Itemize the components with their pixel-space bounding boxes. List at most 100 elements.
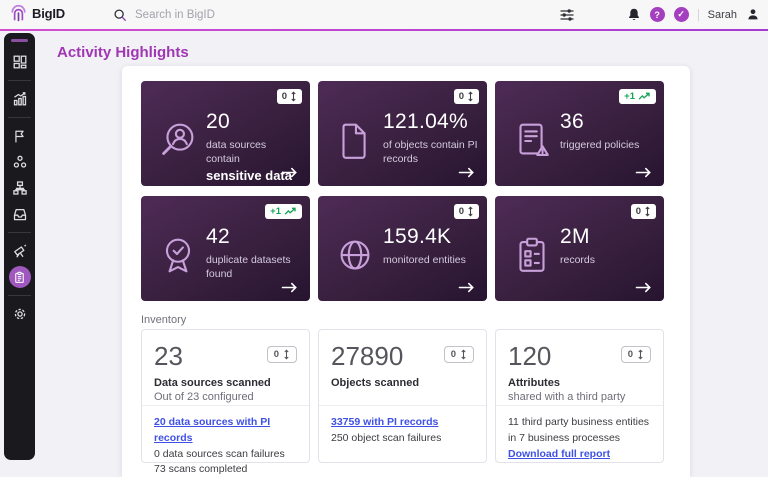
sidebar-divider [8, 117, 31, 118]
search-input[interactable] [135, 8, 515, 21]
inventory-subtitle: Out of 23 configured [154, 391, 254, 403]
metric-text: 42 duplicate datasets found [206, 225, 302, 281]
trend-badge-value: +1 [270, 206, 281, 217]
pi-objects-link[interactable]: 33759 with PI records [331, 416, 439, 428]
updown-arrow-icon [645, 206, 650, 217]
change-badge: 0 [266, 346, 297, 363]
clipboard-icon [15, 271, 24, 283]
flag-icon [15, 130, 24, 142]
gear-icon [14, 308, 25, 320]
sidebar-item-analytics[interactable] [4, 86, 35, 112]
inventory-title: Data sources scanned [154, 377, 271, 389]
stat-line: 73 scans completed [154, 463, 248, 476]
ribbon-check-icon [165, 238, 191, 273]
nav-sidebar [4, 33, 35, 460]
highlight-card-triggered-policies[interactable]: +1 36 triggered policies [495, 81, 664, 186]
updown-arrow-icon [638, 349, 643, 360]
header-accent-line [0, 29, 768, 31]
stat-line: 11 third party business entities in 7 bu… [508, 416, 650, 444]
metric-desc: duplicate datasets found [206, 254, 291, 281]
updown-arrow-icon [461, 349, 466, 360]
inventory-value: 27890 [331, 341, 404, 371]
sidebar-divider [8, 295, 31, 296]
sidebar-item-reports-active[interactable] [4, 264, 35, 290]
updown-arrow-icon [291, 91, 296, 102]
arrow-right-icon[interactable] [281, 282, 298, 293]
updown-arrow-icon [284, 349, 289, 360]
highlight-card-monitored-entities[interactable]: 0 159.4K monitored entities [318, 196, 487, 301]
bigid-logo[interactable]: BigID [10, 4, 65, 23]
analytics-icon [13, 92, 26, 106]
trend-badge: 0 [453, 204, 479, 219]
arrow-right-icon[interactable] [281, 167, 298, 178]
arrow-right-icon[interactable] [635, 167, 652, 178]
metric-value: 121.04% [383, 110, 469, 133]
sidebar-divider [8, 80, 31, 81]
globe-icon [340, 240, 370, 270]
inventory-card-objects: 27890 0 Objects scanned 33759 with PI re… [318, 329, 487, 463]
trend-badge: +1 [619, 89, 656, 104]
notifications-bell-icon[interactable] [627, 7, 641, 22]
metric-text: 2M records [560, 225, 656, 267]
sidebar-divider [8, 232, 31, 233]
metric-text: 36 triggered policies [560, 110, 656, 152]
metric-value: 159.4K [383, 225, 452, 248]
updown-arrow-icon [468, 206, 473, 217]
download-report-link[interactable]: Download full report [508, 447, 611, 460]
inventory-card-data-sources: 23 0 Data sources scanned Out of 23 conf… [141, 329, 310, 475]
tasks-check-icon[interactable]: ✓ [673, 7, 689, 22]
inventory-title: Objects scanned [331, 377, 420, 389]
metric-text: 20 data sources contain sensitive data [206, 110, 302, 183]
clipboard-icon [519, 237, 545, 272]
metric-desc-strong: sensitive data [206, 168, 292, 184]
inventory-value: 23 [154, 341, 183, 371]
inventory-title: Attributes [508, 377, 560, 389]
sidebar-item-catalog[interactable] [4, 201, 35, 227]
arrow-right-icon[interactable] [458, 282, 475, 293]
document-icon [342, 123, 366, 159]
stat-line: 250 object scan failures [331, 431, 442, 444]
change-badge-value: 0 [450, 349, 456, 360]
highlight-card-records[interactable]: 0 2M records [495, 196, 664, 301]
trend-badge-value: 0 [458, 206, 464, 217]
change-badge-value: 0 [273, 349, 279, 360]
metric-desc: records [560, 254, 596, 266]
top-header: BigID ? ✓ Sarah [0, 0, 768, 29]
trend-badge: +1 [265, 204, 302, 219]
inventory-section-label: Inventory [141, 314, 187, 326]
updown-arrow-icon [468, 91, 473, 102]
content-panel: 0 20 data sources contain sensitive data [122, 66, 690, 477]
metric-text: 159.4K monitored entities [383, 225, 479, 267]
highlight-card-duplicate-datasets[interactable]: +1 42 duplicate datasets found [141, 196, 310, 301]
inventory-card-attributes: 120 0 Attributes shared with a third par… [495, 329, 664, 463]
metric-value: 20 [206, 110, 230, 133]
help-icon[interactable]: ? [649, 7, 665, 22]
hierarchy-icon [12, 181, 27, 195]
user-avatar-icon[interactable] [746, 7, 760, 22]
filter-icon[interactable] [558, 7, 576, 23]
metric-value: 2M [560, 225, 590, 248]
trend-up-icon [284, 207, 296, 215]
arrow-right-icon[interactable] [458, 167, 475, 178]
inventory-value: 120 [508, 341, 552, 371]
sidebar-item-hierarchy[interactable] [4, 175, 35, 201]
sidebar-item-policies[interactable] [4, 123, 35, 149]
sidebar-item-cluster-analysis[interactable] [4, 149, 35, 175]
sidebar-item-settings[interactable] [4, 301, 35, 327]
trend-badge-value: 0 [281, 91, 287, 102]
sidebar-item-dashboard[interactable] [4, 49, 35, 75]
inventory-details: 11 third party business entities in 7 bu… [508, 415, 653, 462]
search-icon [114, 8, 126, 21]
header-divider [697, 8, 699, 21]
pi-data-sources-link[interactable]: 20 data sources with PI records [154, 416, 271, 444]
inventory-cards-grid: 23 0 Data sources scanned Out of 23 conf… [141, 329, 664, 475]
card-divider [496, 405, 663, 406]
explore-icon [13, 244, 26, 258]
sidebar-item-explore[interactable] [4, 238, 35, 264]
highlight-card-sensitive-data[interactable]: 0 20 data sources contain sensitive data [141, 81, 310, 186]
arrow-right-icon[interactable] [635, 282, 652, 293]
fingerprint-icon [11, 4, 26, 22]
highlight-card-pi-objects[interactable]: 0 121.04% of objects contain PI records [318, 81, 487, 186]
user-name[interactable]: Sarah [707, 8, 737, 21]
card-divider [142, 405, 309, 406]
